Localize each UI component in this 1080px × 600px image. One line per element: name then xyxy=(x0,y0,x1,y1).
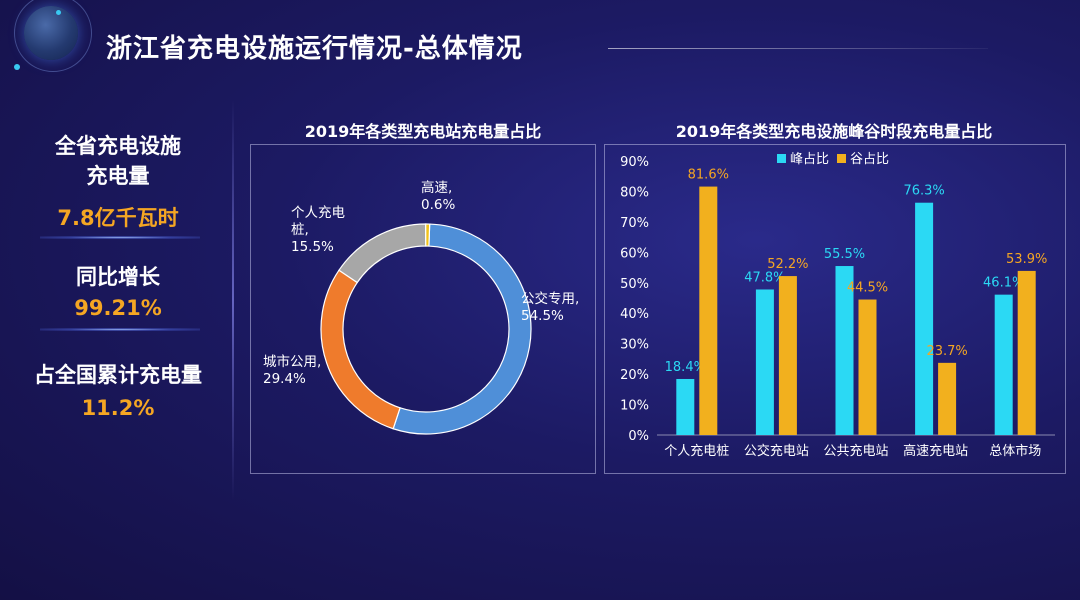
donut-label: 15.5% xyxy=(291,239,334,255)
bar-谷占比 xyxy=(1017,270,1036,435)
legend-swatch xyxy=(777,154,786,163)
donut-label: 54.5% xyxy=(521,308,564,324)
legend-label: 谷占比 xyxy=(850,152,889,167)
bar-谷占比 xyxy=(699,186,718,435)
legend-swatch xyxy=(837,154,846,163)
donut-label: 桩, xyxy=(291,222,309,238)
donut-label: 城市公用, xyxy=(263,353,321,370)
bar-谷占比 xyxy=(778,276,797,435)
x-tick-label: 总体市场 xyxy=(989,443,1041,459)
donut-chart: 公交专用,54.5% 城市公用,29.4% 个人充电桩,15.5% 高速,0.6% xyxy=(263,179,579,435)
y-tick-label: 80% xyxy=(620,185,649,200)
bar-谷占比 xyxy=(858,299,877,435)
bar-value-label: 76.3% xyxy=(903,184,944,199)
bar-value-label: 23.7% xyxy=(926,344,967,359)
bar-峰占比 xyxy=(676,378,695,435)
y-tick-label: 30% xyxy=(620,338,649,353)
x-tick-label: 公共充电站 xyxy=(823,443,888,459)
donut-chart-title: 2019年各类型充电站充电量占比 xyxy=(304,122,542,141)
kpi-value: 7.8亿千瓦时 xyxy=(57,206,179,230)
y-tick-label: 20% xyxy=(620,368,649,383)
bar-峰占比 xyxy=(755,289,774,435)
decorative-dot xyxy=(56,10,61,15)
bar-value-label: 47.8% xyxy=(744,270,785,285)
donut-slice-城市公用 xyxy=(320,269,401,430)
kpi-label: 同比增长 xyxy=(76,265,160,289)
decorative-ring xyxy=(14,0,92,72)
kpi-label: 全省充电设施 xyxy=(55,134,181,158)
donut-label: 0.6% xyxy=(421,197,455,213)
donut-slice-高速 xyxy=(425,223,431,247)
bar-value-label: 18.4% xyxy=(665,360,706,375)
x-tick-label: 高速充电站 xyxy=(903,443,968,459)
donut-slice-个人充电桩 xyxy=(338,223,427,284)
title-underline xyxy=(608,48,988,49)
y-tick-label: 60% xyxy=(620,246,649,261)
donut-label: 公交专用, xyxy=(521,290,579,307)
bar-value-label: 52.2% xyxy=(767,257,808,272)
bar-value-label: 53.9% xyxy=(1006,252,1047,267)
kpi-value: 99.21% xyxy=(74,296,162,320)
kpi-column: 全省充电设施 充电量 7.8亿千瓦时 同比增长 99.21% 占全国累计充电量 … xyxy=(0,0,230,600)
donut-label: 高速, xyxy=(421,179,452,196)
kpi-value: 11.2% xyxy=(81,396,155,420)
donut-slice-公交专用 xyxy=(392,223,532,435)
vertical-divider xyxy=(232,100,234,500)
decorative-dot xyxy=(14,64,20,70)
x-tick-label: 个人充电桩 xyxy=(664,443,729,459)
y-tick-label: 50% xyxy=(620,277,649,292)
donut-label: 29.4% xyxy=(263,371,306,387)
bar-value-label: 44.5% xyxy=(847,281,888,296)
decorative-orb xyxy=(24,6,78,60)
y-tick-label: 70% xyxy=(620,216,649,231)
bar-value-label: 46.1% xyxy=(983,276,1024,291)
bar-value-label: 55.5% xyxy=(824,247,865,262)
bar-value-label: 81.6% xyxy=(688,168,729,183)
y-tick-label: 40% xyxy=(620,307,649,322)
kpi-label: 占全国累计充电量 xyxy=(34,363,202,387)
donut-chart-panel: 公交专用, 54.5% 城市公用, 29.4% 个人充电 桩, 15.5% 高速, 0.6% xyxy=(250,144,596,474)
legend-label: 峰占比 xyxy=(790,152,829,167)
bar-chart-title: 2019年各类型充电设施峰谷时段充电量占比 xyxy=(675,122,993,141)
y-tick-label: 10% xyxy=(620,399,649,414)
donut-label: 个人充电 xyxy=(291,205,345,221)
page-title: 浙江省充电设施运行情况-总体情况 xyxy=(106,34,523,64)
kpi-label: 充电量 xyxy=(86,164,150,188)
kpi-glow-divider xyxy=(40,328,200,331)
bar-峰占比 xyxy=(835,266,854,435)
kpi-glow-divider xyxy=(40,236,200,239)
y-tick-label: 90% xyxy=(620,155,649,170)
bar-chart-panel: 0% 10% 20% 30% 40% 50% 60% 70% 80% 90% 18.4% 81.6% 个… xyxy=(604,144,1066,474)
x-tick-label: 公交充电站 xyxy=(744,443,809,459)
bar-谷占比 xyxy=(938,362,957,435)
bar-chart: 0% 10% 20% 30% 40% 50% 60% 70% 80% 90% 18.4% 81.6% 个… xyxy=(620,152,1055,459)
bar-峰占比 xyxy=(994,294,1013,435)
bar-峰占比 xyxy=(915,202,934,435)
y-tick-label: 0% xyxy=(628,429,649,444)
